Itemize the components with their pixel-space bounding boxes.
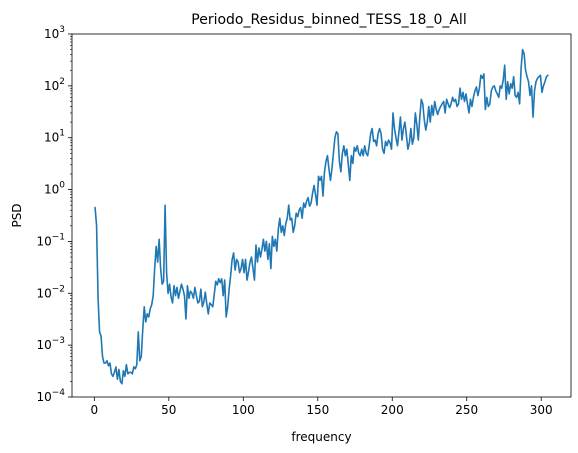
y-axis-label: PSD	[10, 203, 24, 227]
x-tick-label: 100	[232, 403, 255, 417]
x-tick-label: 250	[455, 403, 478, 417]
psd-series-line	[94, 48, 549, 385]
plot-area	[94, 48, 549, 385]
x-tick-label: 50	[161, 403, 176, 417]
x-axis-label: frequency	[291, 430, 351, 444]
chart-title: Periodo_Residus_binned_TESS_18_0_All	[191, 12, 466, 28]
x-tick-label: 0	[91, 403, 99, 417]
x-axis: 0 50 100 150 200 250 300	[91, 397, 553, 417]
x-tick-label: 300	[530, 403, 553, 417]
x-tick-label: 200	[381, 403, 404, 417]
axes-frame	[71, 33, 572, 398]
x-tick-label: 150	[306, 403, 329, 417]
